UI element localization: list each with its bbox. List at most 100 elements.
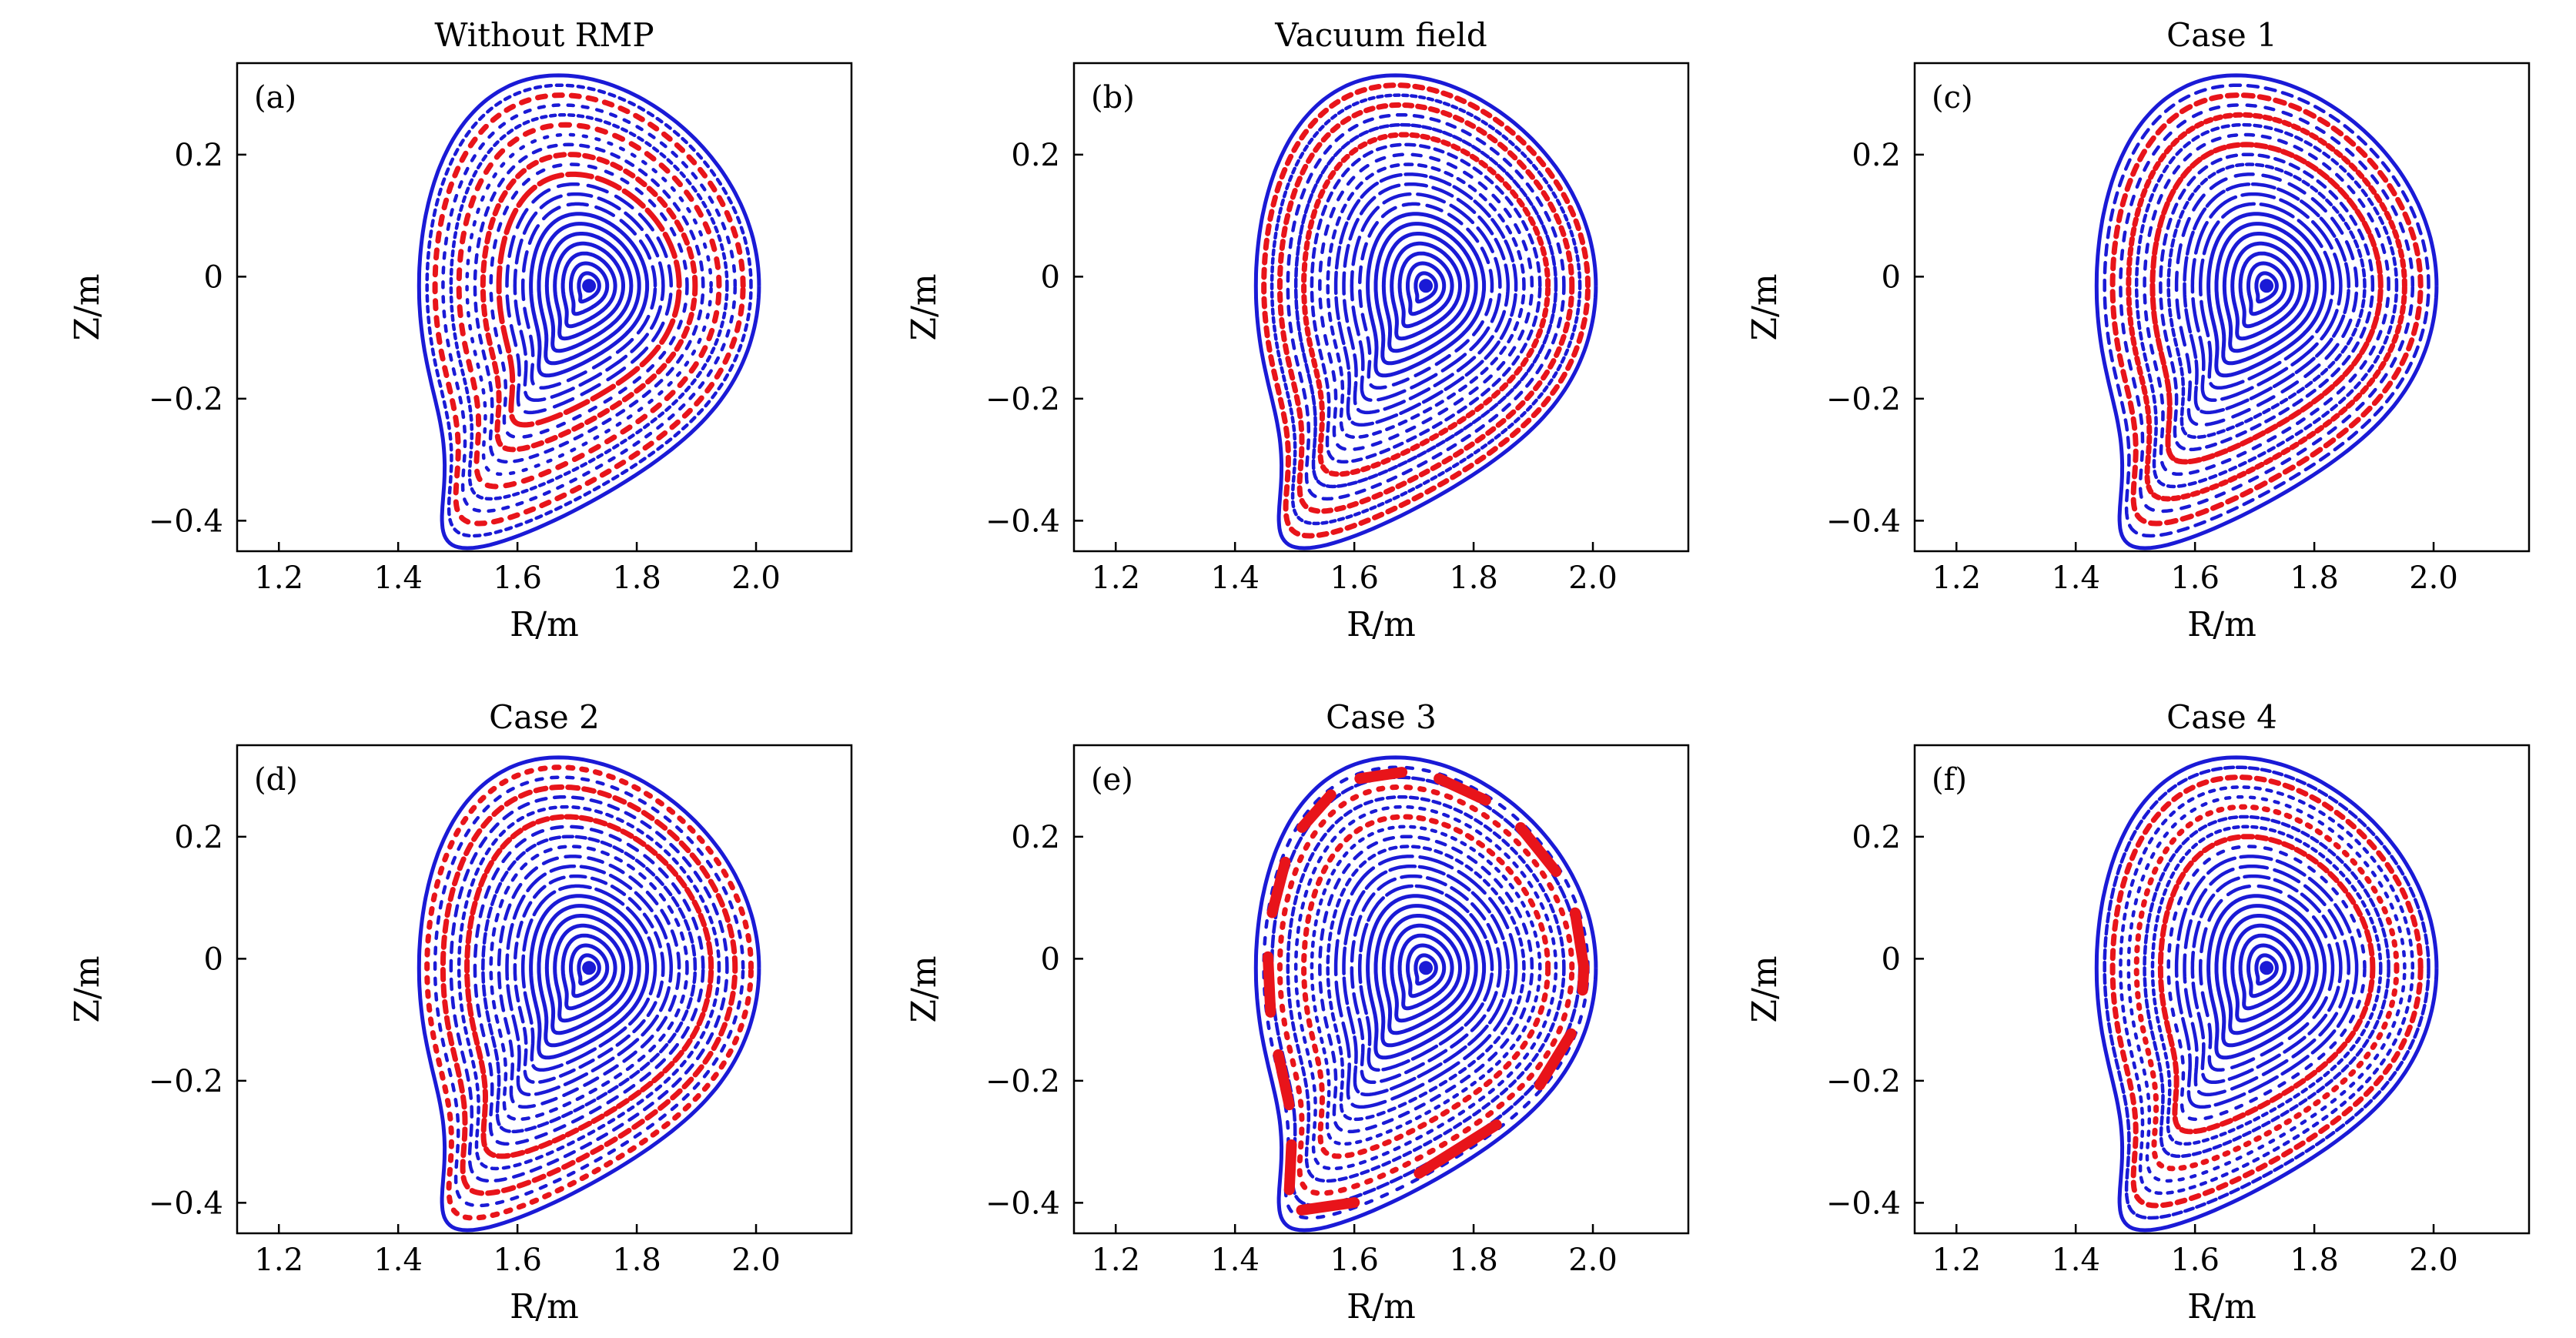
blue-flux-surface [1406,943,1447,998]
blue-flux-surface [1390,241,1462,341]
blue-flux-surface [2183,864,2351,1097]
blue-flux-surface [497,855,681,1109]
blue-flux-surface [489,845,689,1122]
blue-flux-surface [1310,825,1542,1146]
blue-flux-surface [1310,142,1542,464]
y-tick-label: 0.2 [1011,820,1060,855]
x-axis-label: R/m [2187,1287,2257,1326]
x-tick-label: 1.2 [1091,560,1140,596]
x-axis-label: R/m [2187,605,2257,644]
y-tick-label: −0.4 [1826,1186,1901,1221]
y-tick-label: −0.4 [985,503,1060,539]
x-tick-label: 1.4 [373,1243,423,1278]
panel-f: Case 4 (f) 1.2 1.4 1.6 1.8 2.0 −0.4 −0.2 0 0.2 R/m Z… [1745,698,2531,1326]
blue-flux-surface [544,914,634,1035]
island-chain [1515,821,1562,878]
y-tick-label: −0.2 [149,1064,223,1099]
blue-flux-surface [465,132,713,477]
red-flux-surface [496,171,682,428]
blue-flux-surface [569,261,610,316]
blue-flux-surface [1373,904,1478,1048]
red-flux-surface [456,122,722,490]
blue-flux-surface [1318,835,1534,1134]
axes-frame [236,744,853,1235]
blue-flux-surface [1333,855,1518,1109]
blue-flux-surface [449,113,729,501]
x-tick-label: 2.0 [731,1243,781,1278]
blue-flux-surface [1381,232,1470,353]
x-tick-label: 2.0 [1568,1243,1618,1278]
magnetic-axis [1419,961,1434,975]
blue-flux-surface [2198,884,2335,1072]
y-tick-label: −0.4 [1826,503,1901,539]
x-tick-label: 1.6 [2170,1243,2220,1278]
x-tick-label: 1.4 [1210,1243,1260,1278]
y-axis-label: Z/m [68,955,107,1022]
red-flux-surface [2109,92,2424,527]
y-tick-label: 0 [1882,942,1901,977]
blue-flux-surface [2134,122,2399,489]
blue-flux-surface [449,795,729,1183]
x-tick-label: 1.8 [612,1243,661,1278]
island-chain [1534,1028,1577,1091]
y-axis-label: Z/m [1745,955,1785,1022]
y-tick-label: −0.2 [985,382,1060,417]
blue-flux-surface [1373,222,1478,366]
separatrix [1253,73,1598,550]
y-tick-label: 0.2 [174,138,223,173]
blue-flux-surface [1262,765,1590,1220]
separatrix [1253,755,1598,1233]
blue-flux-surface [2126,795,2407,1183]
blue-flux-surface [2174,172,2359,427]
blue-flux-surface [1366,212,1487,378]
y-tick-label: 0.2 [1852,820,1901,855]
y-axis-label: Z/m [1745,273,1785,340]
plot-area [1253,755,1598,1233]
blue-flux-surface [2119,103,2415,513]
panel-title: Case 4 [2166,698,2277,736]
blue-flux-surface [1381,914,1470,1035]
x-tick-label: 1.2 [1091,1243,1140,1278]
island-chain [1569,907,1590,974]
red-flux-surface [440,784,738,1196]
y-tick-label: −0.2 [149,382,223,417]
axes-frame [1072,744,1690,1235]
y-tick-label: −0.2 [1826,1064,1901,1099]
x-tick-label: 2.0 [2409,1243,2458,1278]
blue-flux-surface [520,884,657,1072]
red-flux-surface [2157,834,2376,1135]
blue-flux-surface [433,775,745,1208]
blue-flux-surface [505,182,674,415]
x-tick-label: 1.6 [2170,560,2220,596]
y-tick-label: −0.2 [1826,382,1901,417]
plot-area [2094,73,2439,550]
panel-title: Without RMP [434,16,654,54]
island-chain [1434,773,1491,806]
panel-a: Without RMP (a) 1.2 1.4 1.6 1.8 2.0 −0.4 −0.2 0 0.… [68,16,853,644]
plot-area [417,755,761,1233]
blue-flux-surface [1270,93,1582,526]
island-chain [1262,951,1276,1018]
blue-flux-surface [1350,192,1502,403]
x-tick-label: 1.6 [1330,560,1379,596]
blue-flux-surface [513,192,665,403]
blue-flux-surface [1318,152,1534,452]
panel-e: Case 3 (e) 1.2 1.4 1.6 1.8 2.0 −0.4 −0.2 0 0.2 R/m Z… [905,698,1690,1326]
blue-flux-surface [2214,904,2319,1048]
magnetic-axis [582,279,597,293]
blue-flux-surface [1326,845,1526,1122]
blue-flux-surface [1286,795,1566,1183]
x-axis-label: R/m [1347,605,1416,644]
blue-flux-surface [529,894,650,1060]
blue-flux-surface [2143,132,2390,477]
magnetic-axis [2260,961,2274,975]
y-tick-label: −0.4 [149,503,223,539]
blue-flux-surface [2166,845,2367,1122]
magnetic-axis [2260,279,2274,293]
blue-flux-surface [2198,202,2335,390]
blue-flux-surface [1350,874,1502,1085]
red-flux-surface [1301,814,1551,1159]
blue-flux-surface [2190,874,2343,1085]
blue-flux-surface [2222,914,2311,1035]
